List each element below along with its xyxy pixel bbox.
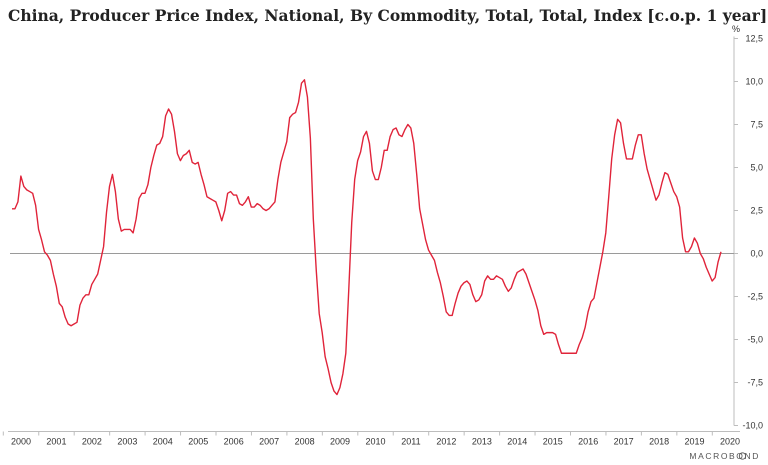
x-tick-label: 2015: [543, 437, 563, 447]
x-tick-label: 2001: [46, 437, 66, 447]
x-tick-label: 2018: [649, 437, 669, 447]
y-tick-label: -10,0: [742, 421, 763, 431]
chart-title: China, Producer Price Index, National, B…: [8, 6, 768, 25]
plot-frame: [8, 36, 740, 432]
series-layer: [12, 79, 722, 396]
y-tick-label: -7,5: [747, 378, 763, 388]
unit-label: %: [732, 24, 740, 34]
y-tick-label: 7,5: [750, 120, 763, 130]
x-tick-label: 2004: [153, 437, 173, 447]
y-tick-label: -5,0: [747, 335, 763, 345]
x-tick-label: 2007: [259, 437, 279, 447]
y-tick-label: 10,0: [745, 77, 763, 87]
x-tick-label: 2005: [188, 437, 208, 447]
series-line: [12, 79, 722, 396]
y-tick-label: 2,5: [750, 206, 763, 216]
x-tick-label: 2016: [578, 437, 598, 447]
y-tick-label: 5,0: [750, 163, 763, 173]
y-axis: 12,5 10,0 7,5 5,0 2,5 0,0 -2,5 -5,0 -7,5 -10,0: [734, 34, 763, 431]
x-tick-label: 2002: [82, 437, 102, 447]
macrobond-logo: MACROBOND: [689, 451, 760, 461]
y-tick-label: -2,5: [747, 292, 763, 302]
logo-text: MACROBOND: [689, 451, 760, 461]
x-tick-label: 2013: [472, 437, 492, 447]
x-tick-label: 2012: [436, 437, 456, 447]
x-axis: 2000 2001 2002 2003 2004 2005 2006 2007 2008 2009…: [2, 431, 740, 447]
x-tick-label: 2008: [295, 437, 315, 447]
x-tick-label: 2019: [685, 437, 705, 447]
logo-circle-icon: [738, 452, 747, 460]
x-tick-label: 2014: [507, 437, 527, 447]
x-tick-label: 2006: [224, 437, 244, 447]
x-tick-label: 2010: [365, 437, 385, 447]
y-tick-label: 0,0: [750, 249, 763, 259]
x-tick-label: 2003: [117, 437, 137, 447]
x-tick-label: 2009: [330, 437, 350, 447]
x-tick-label: 2011: [401, 437, 420, 447]
x-tick-label: 2017: [614, 437, 634, 447]
x-tick-label: 2000: [11, 437, 31, 447]
y-tick-label: 12,5: [745, 34, 763, 44]
x-tick-label: 2020: [720, 437, 740, 447]
